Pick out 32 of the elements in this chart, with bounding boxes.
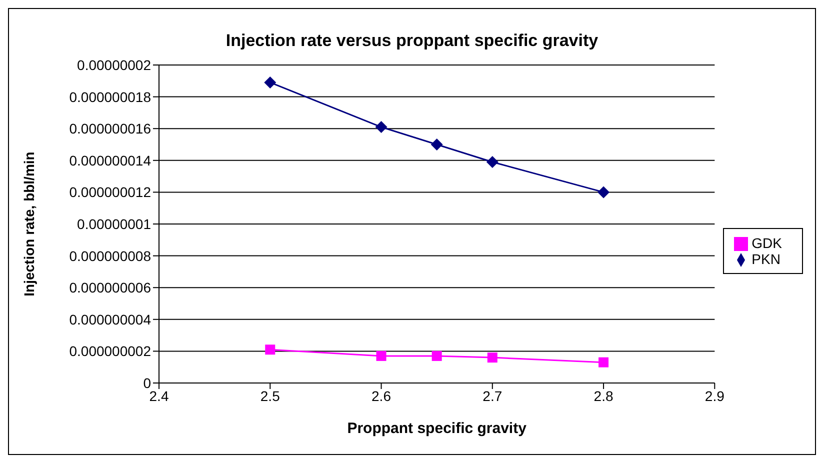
y-tick-label: 0.000000016 <box>69 120 152 137</box>
point <box>375 121 388 134</box>
point <box>598 357 609 368</box>
point <box>430 138 443 150</box>
y-tick-label: 0.000000004 <box>69 311 152 328</box>
x-tick-label: 2.6 <box>372 388 392 404</box>
x-tick-label: 2.8 <box>594 388 614 404</box>
point <box>598 186 610 198</box>
y-tick-label: 0.000000008 <box>69 248 152 264</box>
chart-title: Injection rate versus proppant specific gravity <box>224 31 600 51</box>
x-tick-label: 2.5 <box>260 388 280 404</box>
y-tick-label: 0.000000012 <box>69 184 152 200</box>
x-tick-label: 2.9 <box>704 388 725 404</box>
x-axis-title: Proppant specific gravity <box>347 420 528 437</box>
point <box>264 76 276 88</box>
y-tick-label: 0.000000018 <box>69 88 152 105</box>
point <box>486 156 498 168</box>
x-tick-label: 2.7 <box>482 388 502 404</box>
legend-label: GDK <box>752 234 782 251</box>
point <box>487 352 498 363</box>
y-tick-label: 0.000000002 <box>69 343 152 360</box>
y-tick-label: 0.00000002 <box>77 56 152 73</box>
y-tick-label: 0.000000006 <box>69 280 152 296</box>
point <box>265 344 276 355</box>
legend-label: PKN <box>752 251 780 267</box>
y-tick-label: 0.00000001 <box>77 216 152 232</box>
y-axis-title: Injection rate, bbl/min <box>20 152 37 296</box>
y-tick-label: 0.000000014 <box>69 152 152 168</box>
y-tick-label: 0 <box>143 374 152 391</box>
point <box>376 350 386 361</box>
point <box>432 350 442 361</box>
x-tick-label: 2.4 <box>149 388 169 404</box>
